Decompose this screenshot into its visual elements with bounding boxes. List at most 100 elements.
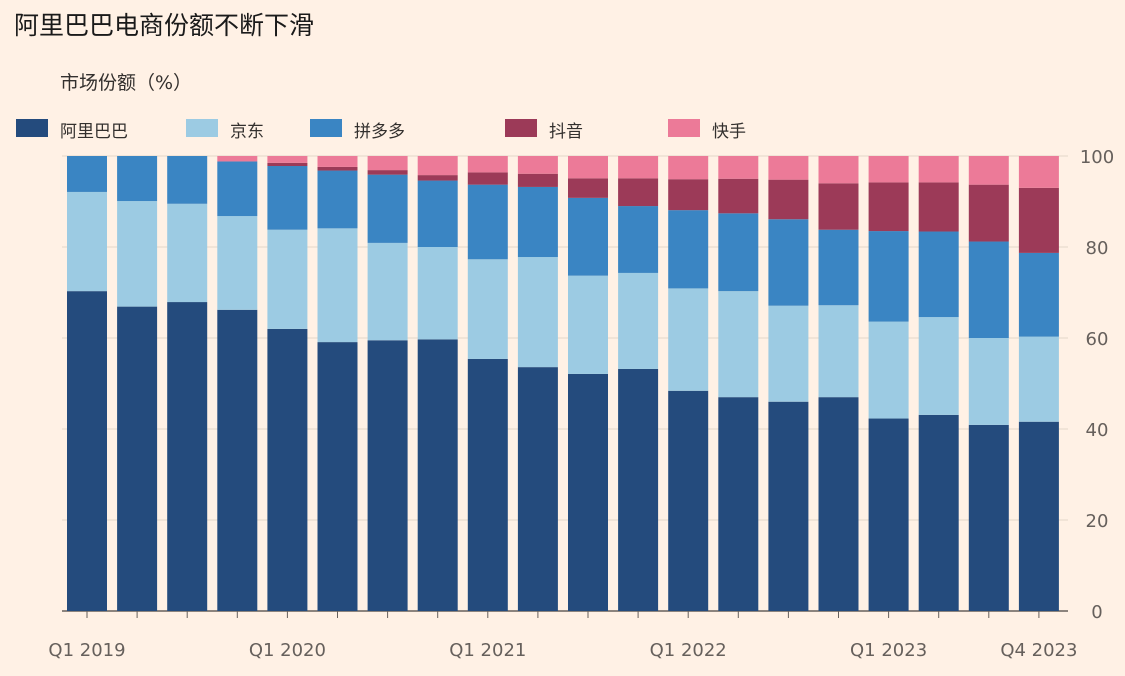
legend-swatch-kuaishou xyxy=(668,119,700,137)
bar-segment-3-4 xyxy=(217,161,258,217)
y-tick-label-0: 0 xyxy=(1091,602,1102,623)
bar-segment-2-10 xyxy=(517,257,558,368)
legend-label-kuaishou: 快手 xyxy=(712,122,746,142)
bar-segment-5-17 xyxy=(868,156,909,183)
x-tick-label-17: Q1 2023 xyxy=(850,640,927,661)
bar-segment-5-15 xyxy=(768,156,809,180)
bar-segment-4-16 xyxy=(818,183,859,230)
bar-segment-5-8 xyxy=(417,156,458,176)
y-tick-label-80: 80 xyxy=(1086,238,1109,259)
bar-segment-3-19 xyxy=(968,241,1009,338)
bar-segment-1-5 xyxy=(267,328,308,611)
bar-segment-2-15 xyxy=(768,305,809,402)
bar-segment-2-1 xyxy=(67,191,107,292)
bar-segment-1-10 xyxy=(517,367,558,611)
y-axis-label: 市场份额（%） xyxy=(60,72,193,94)
bar-segment-1-17 xyxy=(868,418,909,611)
bar-segment-2-16 xyxy=(818,305,859,398)
bar-segment-3-16 xyxy=(818,229,859,306)
bar-segment-3-15 xyxy=(768,219,809,306)
bar-segment-4-6 xyxy=(317,166,358,171)
bar-segment-3-8 xyxy=(417,180,458,247)
bar-segment-4-14 xyxy=(718,178,759,214)
bar-segment-1-3 xyxy=(167,302,208,611)
bar-segment-4-7 xyxy=(367,170,408,175)
bar-segment-1-12 xyxy=(618,368,659,611)
bar-segment-5-19 xyxy=(968,156,1009,185)
bar-segment-2-20 xyxy=(1018,336,1059,422)
bar-segment-2-5 xyxy=(267,229,308,329)
bar-segment-5-18 xyxy=(918,156,959,183)
bar-segment-1-4 xyxy=(217,309,258,611)
bar-segment-1-6 xyxy=(317,342,358,611)
legend-label-alibaba: 阿里巴巴 xyxy=(60,122,128,142)
bar-segment-1-14 xyxy=(718,397,759,611)
bar-segment-3-6 xyxy=(317,170,358,229)
bar-segment-1-2 xyxy=(117,306,158,611)
bar-segment-1-7 xyxy=(367,340,408,611)
bar-segment-4-18 xyxy=(918,182,959,232)
bar-segment-3-9 xyxy=(467,184,508,260)
bar-segment-4-10 xyxy=(517,173,558,187)
bar-segment-5-9 xyxy=(467,156,508,173)
bar-segment-5-14 xyxy=(718,156,759,179)
bar-segment-3-7 xyxy=(367,174,408,243)
bar-segment-2-6 xyxy=(317,228,358,343)
bar-segment-1-11 xyxy=(568,373,608,611)
bar-segment-5-12 xyxy=(618,156,659,179)
bar-segment-4-19 xyxy=(968,184,1009,242)
bar-segment-2-4 xyxy=(217,216,258,310)
bar-segment-4-17 xyxy=(868,182,909,232)
bar-segment-2-17 xyxy=(868,321,909,419)
legend-swatch-pinduoduo xyxy=(310,119,342,137)
bar-segment-5-11 xyxy=(568,156,608,179)
bar-segment-1-19 xyxy=(968,424,1009,611)
bar-segment-4-12 xyxy=(618,178,659,207)
legend-swatch-douyin xyxy=(505,119,537,137)
bar-segment-3-10 xyxy=(517,186,558,258)
bar-segment-4-9 xyxy=(467,172,508,185)
y-tick-label-60: 60 xyxy=(1086,329,1109,350)
bar-segment-1-1 xyxy=(67,291,107,611)
bar-segment-5-20 xyxy=(1018,156,1059,188)
legend: 阿里巴巴 京东 拼多多 抖音 快手 xyxy=(16,116,816,142)
bar-segment-3-20 xyxy=(1018,252,1059,337)
y-tick-label-40: 40 xyxy=(1086,420,1109,441)
bar-segment-2-14 xyxy=(718,291,759,398)
y-tick-label-20: 20 xyxy=(1086,511,1109,532)
legend-label-jd: 京东 xyxy=(230,122,264,142)
bar-segment-4-8 xyxy=(417,175,458,181)
bar-segment-3-13 xyxy=(668,210,709,289)
chart-title: 阿里巴巴电商份额不断下滑 xyxy=(14,11,315,40)
bar-segment-3-3 xyxy=(167,156,208,204)
bar-segment-2-18 xyxy=(918,317,959,415)
x-tick-label-5: Q1 2020 xyxy=(249,640,326,661)
bar-segment-2-13 xyxy=(668,288,709,391)
bar-segment-3-17 xyxy=(868,231,909,322)
x-tick-label-1: Q1 2019 xyxy=(48,640,125,661)
bar-segment-1-8 xyxy=(417,339,458,611)
x-tick-label-9: Q1 2021 xyxy=(449,640,526,661)
bar-segment-2-11 xyxy=(568,275,608,374)
bar-segment-2-2 xyxy=(117,201,158,307)
bar-segment-2-8 xyxy=(417,247,458,340)
legend-label-pinduoduo: 拼多多 xyxy=(354,122,405,142)
bar-segment-4-15 xyxy=(768,179,809,220)
bar-segment-3-1 xyxy=(67,156,107,192)
y-tick-label-100: 100 xyxy=(1080,147,1114,168)
bar-segment-1-18 xyxy=(918,414,959,611)
legend-swatch-jd xyxy=(186,119,218,137)
bar-segment-4-13 xyxy=(668,179,709,211)
bar-segment-4-20 xyxy=(1018,187,1059,253)
bar-segment-3-11 xyxy=(568,197,608,276)
bar-segment-1-9 xyxy=(467,358,508,611)
bar-segment-2-9 xyxy=(467,259,508,359)
bar-segment-1-13 xyxy=(668,390,709,611)
bar-segment-2-7 xyxy=(367,242,408,341)
bar-segment-5-16 xyxy=(818,156,859,184)
bar-segment-3-12 xyxy=(618,206,659,273)
bar-segment-3-5 xyxy=(267,166,308,230)
bar-segment-3-2 xyxy=(117,156,158,202)
bar-segment-2-19 xyxy=(968,338,1009,425)
